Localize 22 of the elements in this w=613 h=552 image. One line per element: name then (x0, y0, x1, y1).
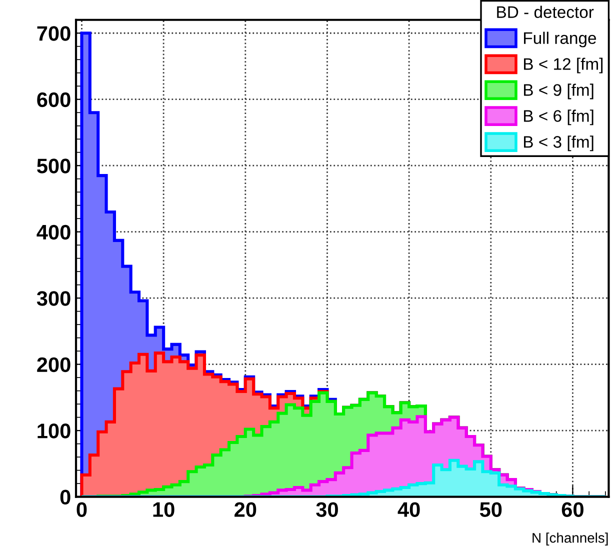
x-tick-label: 30 (316, 502, 338, 517)
y-tick-label: 500 (37, 158, 70, 174)
legend-label: B < 6 [fm] (524, 110, 594, 126)
x-axis-title: N [channels] (532, 532, 608, 546)
legend-label: B < 9 [fm] (524, 84, 594, 100)
y-tick-label: 100 (38, 424, 70, 438)
x-tick-label: 40 (398, 502, 420, 517)
y-tick-label: 400 (36, 224, 70, 240)
y-tick-label: 0 (60, 490, 70, 505)
x-tick-label: 0 (76, 502, 87, 517)
x-tick-label: 10 (153, 502, 174, 517)
legend-label: Full range (524, 32, 596, 48)
legend-title: BD - detector (497, 6, 594, 18)
legend-label: B < 3 [fm] (524, 136, 594, 152)
x-tick-label: 50 (480, 502, 502, 517)
x-tick-label: 60 (562, 502, 584, 517)
y-tick-label: 200 (37, 357, 70, 372)
legend-label: B < 12 [fm] (524, 58, 603, 74)
y-tick-label: 700 (37, 26, 70, 41)
y-tick-label: 600 (37, 92, 70, 108)
y-tick-label: 300 (36, 291, 70, 306)
x-tick-label: 20 (234, 502, 256, 517)
